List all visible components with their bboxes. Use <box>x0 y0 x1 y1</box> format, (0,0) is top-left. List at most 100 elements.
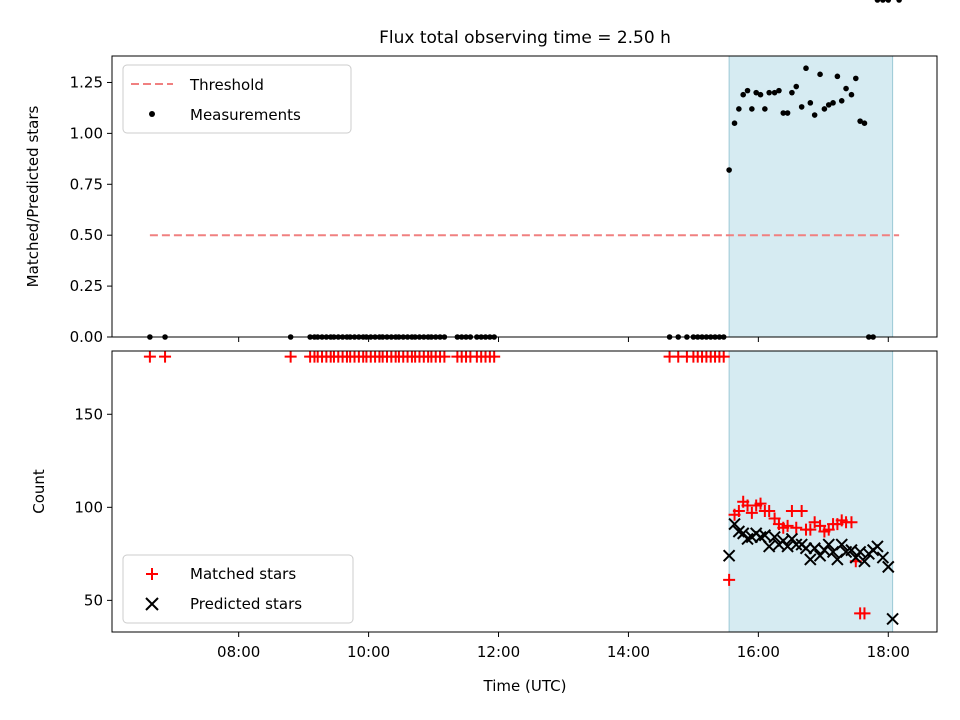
top-highlight-span <box>728 55 894 338</box>
predicted-legend-label: Predicted stars <box>190 595 302 613</box>
bottom-legend: Matched stars Predicted stars <box>122 554 354 624</box>
measurement-point <box>803 65 809 72</box>
bottom-xtick-label: 12:00 <box>477 643 520 661</box>
top-ytick-label: 0.25 <box>70 277 103 295</box>
measurement-point <box>852 75 859 82</box>
measurement-point <box>784 110 791 116</box>
measurement-point <box>749 106 755 112</box>
measurements-legend-label: Measurements <box>190 106 301 124</box>
measurement-point <box>896 0 902 3</box>
measurement-point <box>817 71 823 78</box>
matched-legend-label: Matched stars <box>190 565 296 583</box>
measurement-point <box>880 0 886 3</box>
measurement-point <box>857 118 863 124</box>
matched-star-point <box>795 505 808 518</box>
measurement-point <box>848 91 855 98</box>
bottom-ytick-label: 150 <box>74 405 103 423</box>
matched-star-point <box>143 350 156 363</box>
measurement-point <box>843 85 849 92</box>
matched-star-point <box>159 350 172 363</box>
bottom-ytick-label: 100 <box>74 498 103 516</box>
matched-star-point <box>858 607 871 620</box>
measurement-point <box>744 87 751 94</box>
bottom-xtick-label: 18:00 <box>867 643 910 661</box>
measurement-point <box>771 89 778 96</box>
predicted-star-point <box>886 612 899 626</box>
matched-star-point <box>845 516 858 529</box>
measurement-point <box>726 167 732 173</box>
measurement-point <box>825 102 832 108</box>
matched-star-point <box>790 521 803 534</box>
measurement-point <box>780 110 787 116</box>
matched-star-point <box>488 350 501 363</box>
bottom-frame <box>111 350 938 633</box>
top-ylabel: Matched/Predicted stars <box>24 106 42 288</box>
measurement-point <box>762 106 768 112</box>
predicted-star-point <box>762 540 776 553</box>
top-legend: Threshold Measurements <box>122 64 352 134</box>
matched-star-point <box>781 519 794 532</box>
predicted-star-point <box>808 542 821 555</box>
top-ytick-label: 1.25 <box>70 73 103 91</box>
measurement-point <box>861 120 868 126</box>
matched-star-point <box>804 523 817 536</box>
matched-star-point <box>284 350 297 363</box>
bottom-xtick-label: 14:00 <box>607 643 650 661</box>
top-axes: 0.00 0.25 0.50 0.75 1.00 1.25 <box>70 55 938 346</box>
matched-star-point <box>745 506 758 519</box>
top-frame <box>111 55 938 338</box>
measurement-point <box>736 106 742 112</box>
measurement-point <box>874 0 881 3</box>
x-axis-label: Time (UTC) <box>483 677 567 695</box>
measurement-point <box>793 83 800 90</box>
measurement-point <box>757 91 764 98</box>
matched-star-point <box>763 505 776 518</box>
matched-star-point <box>438 350 451 363</box>
predicted-star-point <box>722 549 736 562</box>
measurement-point <box>766 89 772 96</box>
predicted-legend-swatch <box>145 597 159 611</box>
threshold-legend-label: Threshold <box>189 76 264 94</box>
measurement-point <box>834 73 841 80</box>
measurement-point <box>838 97 845 104</box>
bottom-data-marks <box>143 350 899 626</box>
bottom-ylabel: Count <box>30 469 48 514</box>
predicted-star-point <box>758 529 772 542</box>
predicted-star-point <box>790 538 803 551</box>
measurement-point <box>830 100 836 106</box>
bottom-xtick-label: 10:00 <box>347 643 390 661</box>
bottom-xtick-label: 08:00 <box>217 643 260 661</box>
top-ytick-label: 0.00 <box>70 328 103 346</box>
count-panel: 50 100 150 08:00 10:00 12:00 14:00 16:00 18:00 C… <box>30 350 938 695</box>
measurement-point <box>807 100 814 106</box>
matched-legend-swatch <box>146 568 158 580</box>
measurement-point <box>776 87 782 94</box>
top-ytick-label: 0.50 <box>70 226 103 244</box>
measurement-point <box>821 106 828 112</box>
bottom-legend-box <box>122 554 354 624</box>
bottom-highlight-span <box>728 350 894 633</box>
chart-title: Flux total observing time = 2.50 h <box>379 28 671 48</box>
predicted-star-point <box>871 540 884 553</box>
measurement-point <box>789 89 795 96</box>
bottom-xtick-label: 16:00 <box>737 643 780 661</box>
predicted-star-point <box>835 538 848 551</box>
top-ytick-label: 1.00 <box>70 124 103 142</box>
measurements-legend-swatch <box>149 111 155 117</box>
predicted-star-point <box>768 530 781 544</box>
bottom-ytick-label: 50 <box>84 591 103 609</box>
matched-star-point <box>732 505 745 518</box>
predicted-star-point <box>882 560 895 574</box>
predicted-star-point <box>876 551 890 564</box>
measurement-point <box>798 104 805 110</box>
matched-star-point <box>723 573 736 586</box>
measurement-point <box>731 120 738 126</box>
top-ytick-label: 0.75 <box>70 175 103 193</box>
predicted-star-point <box>858 555 871 568</box>
top-legend-box <box>122 64 352 134</box>
measurement-point <box>811 112 818 118</box>
measurement-point <box>885 0 892 3</box>
predicted-star-point <box>822 538 835 551</box>
measurement-point <box>740 91 747 98</box>
